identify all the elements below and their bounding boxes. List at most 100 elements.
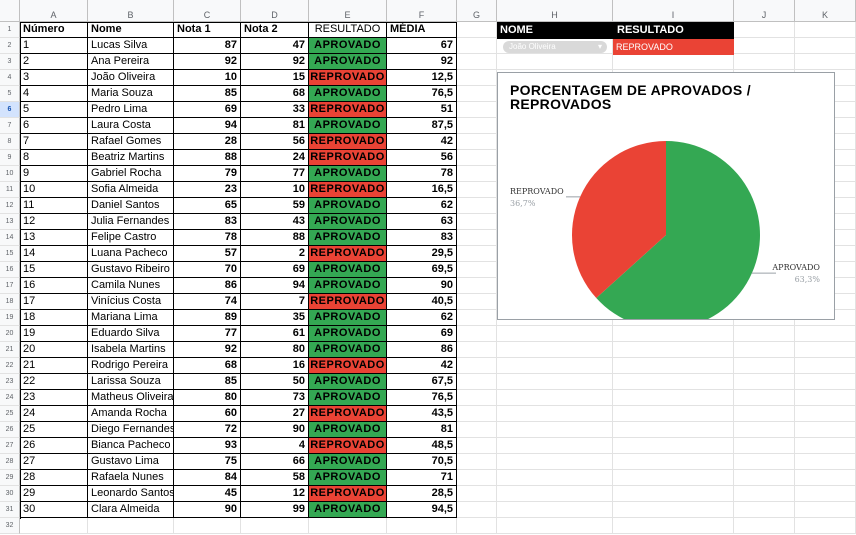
resultado-cell[interactable]: APROVADO	[309, 54, 387, 70]
nota1-cell[interactable]: 93	[174, 438, 241, 454]
resultado-cell[interactable]: APROVADO	[309, 214, 387, 230]
cell[interactable]	[613, 374, 734, 390]
media-cell[interactable]: 63	[387, 214, 457, 230]
nota1-cell[interactable]: 75	[174, 454, 241, 470]
cell[interactable]	[734, 470, 795, 486]
nota2-cell[interactable]: 15	[241, 70, 309, 86]
nota1-cell[interactable]: 85	[174, 374, 241, 390]
row-header-31[interactable]: 31	[0, 502, 20, 518]
cell[interactable]	[457, 310, 497, 326]
media-cell[interactable]: 70,5	[387, 454, 457, 470]
pie-chart[interactable]: PORCENTAGEM DE APROVADOS / REPROVADOS AP…	[497, 72, 835, 320]
media-cell[interactable]: 42	[387, 358, 457, 374]
numero-cell[interactable]: 22	[20, 374, 88, 390]
numero-cell[interactable]: 28	[20, 470, 88, 486]
nota2-cell[interactable]: 24	[241, 150, 309, 166]
cell[interactable]	[734, 358, 795, 374]
column-header-i[interactable]: I	[613, 0, 734, 22]
numero-cell[interactable]: 15	[20, 262, 88, 278]
resultado-cell[interactable]: APROVADO	[309, 262, 387, 278]
cell[interactable]	[497, 502, 613, 518]
cell[interactable]	[795, 22, 856, 38]
cell[interactable]	[457, 150, 497, 166]
nome-cell[interactable]: Clara Almeida	[88, 502, 174, 518]
cell[interactable]	[734, 22, 795, 38]
row-header-13[interactable]: 13	[0, 214, 20, 230]
nota1-cell[interactable]: 80	[174, 390, 241, 406]
column-header-c[interactable]: C	[174, 0, 241, 22]
nota2-cell[interactable]: 88	[241, 230, 309, 246]
row-header-24[interactable]: 24	[0, 390, 20, 406]
nome-cell[interactable]: Lucas Silva	[88, 38, 174, 54]
cell[interactable]	[457, 278, 497, 294]
row-header-17[interactable]: 17	[0, 278, 20, 294]
table-header-resultado[interactable]: RESULTADO	[309, 22, 387, 38]
cell[interactable]	[457, 198, 497, 214]
resultado-cell[interactable]: APROVADO	[309, 390, 387, 406]
resultado-cell[interactable]: APROVADO	[309, 470, 387, 486]
numero-cell[interactable]: 7	[20, 134, 88, 150]
nota2-cell[interactable]: 69	[241, 262, 309, 278]
nome-cell[interactable]: Bianca Pacheco	[88, 438, 174, 454]
nota1-cell[interactable]: 90	[174, 502, 241, 518]
nota1-cell[interactable]: 10	[174, 70, 241, 86]
numero-cell[interactable]: 21	[20, 358, 88, 374]
nome-cell[interactable]: Isabela Martins	[88, 342, 174, 358]
resultado-cell[interactable]: REPROVADO	[309, 134, 387, 150]
cell[interactable]	[497, 406, 613, 422]
resultado-cell[interactable]: APROVADO	[309, 38, 387, 54]
cell[interactable]	[457, 326, 497, 342]
cell[interactable]	[457, 230, 497, 246]
nota2-cell[interactable]: 66	[241, 454, 309, 470]
cell[interactable]	[734, 486, 795, 502]
cell[interactable]	[795, 406, 856, 422]
resultado-cell[interactable]: REPROVADO	[309, 150, 387, 166]
media-cell[interactable]: 76,5	[387, 86, 457, 102]
nome-cell[interactable]: Sofia Almeida	[88, 182, 174, 198]
cell[interactable]	[497, 374, 613, 390]
media-cell[interactable]: 69	[387, 326, 457, 342]
cell[interactable]	[734, 38, 795, 54]
media-cell[interactable]: 40,5	[387, 294, 457, 310]
media-cell[interactable]: 90	[387, 278, 457, 294]
row-header-15[interactable]: 15	[0, 246, 20, 262]
nota1-cell[interactable]: 74	[174, 294, 241, 310]
cell[interactable]	[613, 502, 734, 518]
cell[interactable]	[734, 422, 795, 438]
table-header-nota1[interactable]: Nota 1	[174, 22, 241, 38]
media-cell[interactable]: 67	[387, 38, 457, 54]
nome-cell[interactable]: Mariana Lima	[88, 310, 174, 326]
resultado-cell[interactable]: APROVADO	[309, 230, 387, 246]
cell[interactable]	[795, 454, 856, 470]
resultado-cell[interactable]: REPROVADO	[309, 358, 387, 374]
nota2-cell[interactable]: 35	[241, 310, 309, 326]
numero-cell[interactable]: 24	[20, 406, 88, 422]
cell[interactable]	[457, 358, 497, 374]
row-header-10[interactable]: 10	[0, 166, 20, 182]
nome-cell[interactable]: Leonardo Santos	[88, 486, 174, 502]
row-header-1[interactable]: 1	[0, 22, 20, 38]
nota2-cell[interactable]: 43	[241, 214, 309, 230]
table-header-numero[interactable]: Número	[20, 22, 88, 38]
cell[interactable]	[457, 246, 497, 262]
nota1-cell[interactable]: 65	[174, 198, 241, 214]
nome-cell[interactable]: Larissa Souza	[88, 374, 174, 390]
cell[interactable]	[734, 390, 795, 406]
resultado-cell[interactable]: APROVADO	[309, 310, 387, 326]
media-cell[interactable]: 92	[387, 54, 457, 70]
cell[interactable]	[457, 454, 497, 470]
media-cell[interactable]: 86	[387, 342, 457, 358]
column-header-j[interactable]: J	[734, 0, 795, 22]
cell[interactable]	[795, 342, 856, 358]
cell[interactable]	[457, 422, 497, 438]
row-header-16[interactable]: 16	[0, 262, 20, 278]
cell[interactable]	[613, 358, 734, 374]
table-header-media[interactable]: MÉDIA	[387, 22, 457, 38]
resultado-cell[interactable]: APROVADO	[309, 278, 387, 294]
cell[interactable]	[795, 390, 856, 406]
cell[interactable]	[613, 54, 734, 70]
nota2-cell[interactable]: 80	[241, 342, 309, 358]
resultado-cell[interactable]: APROVADO	[309, 454, 387, 470]
nota2-cell[interactable]: 33	[241, 102, 309, 118]
numero-cell[interactable]: 8	[20, 150, 88, 166]
